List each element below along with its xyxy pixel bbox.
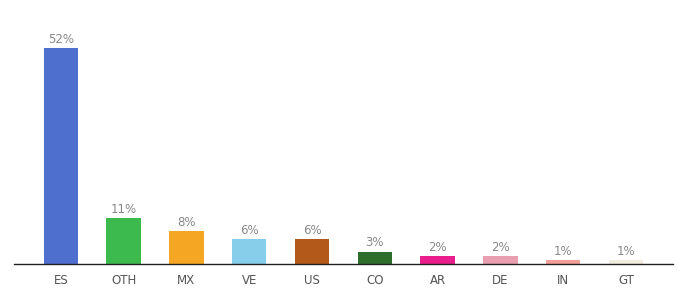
Bar (546, 260, 581, 264)
Bar (106, 218, 141, 264)
Text: 2%: 2% (428, 241, 447, 254)
Text: 1%: 1% (617, 245, 635, 258)
Text: 6%: 6% (303, 224, 322, 237)
Text: 8%: 8% (177, 216, 196, 229)
Bar (44, 48, 78, 264)
Bar (609, 260, 643, 264)
Bar (232, 239, 267, 264)
Bar (358, 251, 392, 264)
Bar (294, 239, 329, 264)
Text: 3%: 3% (366, 236, 384, 250)
Text: 6%: 6% (240, 224, 258, 237)
Bar (483, 256, 517, 264)
Text: 11%: 11% (111, 203, 137, 216)
Text: 52%: 52% (48, 33, 74, 46)
Bar (420, 256, 455, 264)
Bar (169, 231, 204, 264)
Text: 2%: 2% (491, 241, 510, 254)
Text: 1%: 1% (554, 245, 573, 258)
